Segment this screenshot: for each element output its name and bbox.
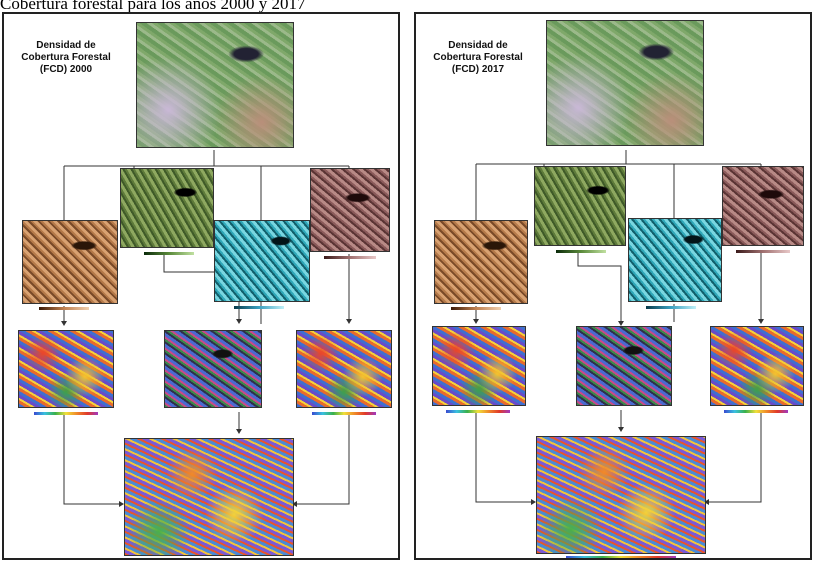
fcd-legend: [566, 556, 676, 558]
shadow-index-legend: [736, 250, 790, 253]
panel-title: Densidad de Cobertura Forestal (FCD) 200…: [21, 40, 111, 75]
shadow-index-image: [722, 166, 804, 246]
shadow-index-legend: [324, 256, 376, 259]
vegetation-density-image: [18, 330, 114, 408]
bare-soil-index-legend: [451, 307, 501, 310]
shadow-density-legend: [724, 410, 788, 413]
shadow-density-image: [296, 330, 392, 408]
vegetation-density-legend: [446, 410, 510, 413]
rgb-composite-image: [164, 330, 262, 408]
shadow-index-image: [310, 168, 390, 252]
bare-soil-index-image: [434, 220, 528, 304]
panel-2000: Densidad de Cobertura Forestal (FCD) 200…: [2, 12, 400, 560]
vegetation-density-image: [432, 326, 526, 406]
figure-caption: Cobertura forestal para los años 2000 y …: [0, 0, 306, 13]
shadow-density-legend: [312, 412, 376, 415]
fcd-legend: [154, 558, 264, 560]
vegetation-index-image: [534, 166, 626, 246]
landsat-composite-image: [546, 20, 704, 146]
vegetation-index-image: [120, 168, 214, 248]
vegetation-index-legend: [144, 252, 194, 255]
bare-soil-index-image: [22, 220, 118, 304]
thermal-index-image: [214, 220, 310, 302]
fcd-result-image: [536, 436, 706, 554]
thermal-index-image: [628, 218, 722, 302]
landsat-composite-image: [136, 22, 294, 148]
vegetation-index-legend: [556, 250, 606, 253]
bare-soil-index-legend: [39, 307, 89, 310]
rgb-composite-image: [576, 326, 672, 406]
vegetation-density-legend: [34, 412, 98, 415]
shadow-density-image: [710, 326, 804, 406]
fcd-result-image: [124, 438, 294, 556]
thermal-index-legend: [234, 306, 284, 309]
panel-2017: Densidad de Cobertura Forestal (FCD) 201…: [414, 12, 812, 560]
panel-title: Densidad de Cobertura Forestal (FCD) 201…: [433, 40, 523, 75]
thermal-index-legend: [646, 306, 696, 309]
